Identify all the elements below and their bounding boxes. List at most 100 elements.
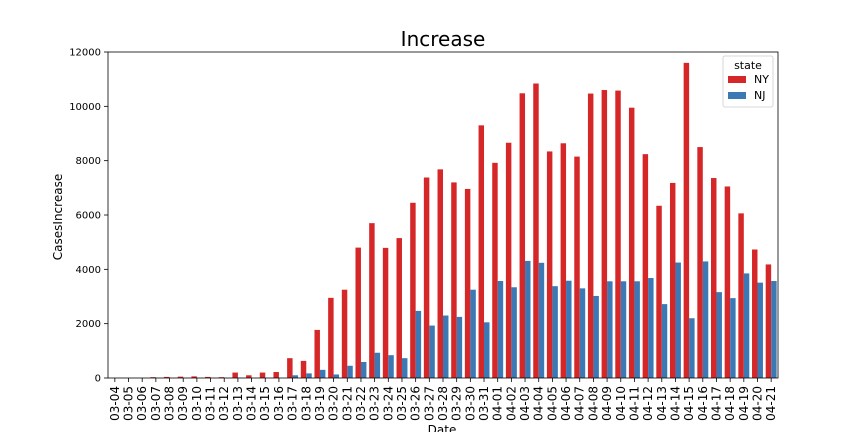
x-tick-label-03-15: 03-15 (258, 386, 272, 421)
bar-nj-04-05 (552, 286, 558, 378)
bar-nj-03-21 (347, 365, 353, 378)
x-tick-label-03-10: 03-10 (190, 386, 204, 421)
x-tick-label-03-18: 03-18 (299, 386, 313, 421)
bar-nj-03-17 (292, 375, 299, 378)
bar-nj-03-18 (306, 373, 312, 378)
bar-nj-04-09 (607, 281, 613, 378)
bar-nj-04-03 (525, 260, 531, 378)
bar-ny-03-10 (191, 376, 197, 378)
x-tick-label-03-09: 03-09 (176, 386, 190, 421)
bar-ny-03-07 (150, 377, 156, 378)
bar-ny-03-19 (314, 329, 320, 378)
bar-nj-04-16 (702, 261, 709, 378)
legend-title: state (734, 59, 762, 72)
bar-ny-04-05 (546, 151, 553, 378)
bar-nj-03-19 (319, 369, 326, 378)
x-tick-label-03-27: 03-27 (422, 386, 436, 421)
x-tick-label-03-29: 03-29 (450, 386, 464, 421)
bar-nj-03-20 (333, 374, 340, 378)
x-tick-label-03-17: 03-17 (286, 386, 300, 421)
bar-ny-04-14 (669, 182, 676, 378)
x-tick-label-04-04: 04-04 (532, 386, 546, 421)
bar-ny-03-14 (246, 375, 252, 378)
bar-ny-04-06 (560, 143, 567, 378)
bar-ny-04-13 (656, 205, 662, 378)
bar-nj-04-08 (593, 295, 599, 378)
x-tick-label-03-26: 03-26 (409, 386, 423, 421)
bar-nj-03-24 (388, 355, 394, 378)
bar-nj-04-14 (675, 262, 681, 378)
bar-ny-03-11 (205, 376, 211, 378)
x-tick-label-04-16: 04-16 (696, 386, 710, 421)
x-tick-label-03-05: 03-05 (122, 386, 136, 421)
x-tick-label-03-24: 03-24 (381, 386, 395, 421)
bar-ny-03-21 (341, 289, 348, 378)
x-tick-label-03-22: 03-22 (354, 386, 368, 421)
y-tick-label-6000: 6000 (76, 211, 101, 222)
x-tick-label-03-08: 03-08 (163, 386, 177, 421)
y-tick-label-0: 0 (95, 374, 101, 385)
x-tick-label-03-31: 03-31 (477, 386, 491, 421)
y-axis-label: CasesIncrease (51, 174, 65, 260)
bar-nj-04-21 (771, 281, 777, 378)
x-tick-label-04-01: 04-01 (491, 386, 505, 421)
bar-nj-03-25 (401, 358, 408, 378)
x-tick-label-04-20: 04-20 (750, 386, 764, 421)
bar-ny-04-09 (601, 90, 608, 378)
bar-ny-03-23 (369, 223, 375, 378)
bar-nj-04-04 (538, 262, 545, 378)
bar-nj-04-10 (620, 281, 627, 378)
y-tick-label-10000: 10000 (69, 102, 101, 113)
plot-area (107, 51, 779, 379)
bar-ny-04-19 (738, 213, 744, 378)
x-tick-label-04-15: 04-15 (682, 386, 696, 421)
x-tick-label-03-25: 03-25 (395, 386, 409, 421)
x-tick-label-03-07: 03-07 (149, 386, 163, 421)
bar-nj-04-19 (743, 273, 750, 378)
bar-ny-04-16 (697, 147, 703, 378)
x-tick-label-04-10: 04-10 (614, 386, 628, 421)
bar-ny-03-09 (177, 376, 184, 378)
bar-nj-04-12 (648, 278, 654, 378)
x-tick-label-04-17: 04-17 (709, 386, 723, 421)
bar-ny-03-12 (218, 377, 225, 378)
bar-nj-04-11 (634, 281, 640, 378)
bar-nj-03-30 (470, 289, 476, 378)
y-axis: 0 2000 4000 6000 8000 10000 12000 (69, 48, 108, 385)
bar-nj-04-07 (579, 288, 586, 378)
bar-nj-03-22 (360, 361, 367, 378)
x-tick-label-04-07: 04-07 (573, 386, 587, 421)
x-tick-label-03-06: 03-06 (135, 386, 149, 421)
bar-ny-03-20 (328, 297, 334, 378)
bar-ny-04-07 (574, 156, 580, 378)
bar-ny-03-31 (478, 125, 485, 378)
bar-ny-04-18 (724, 186, 731, 378)
bar-ny-03-17 (287, 358, 293, 378)
bar-ny-03-30 (464, 188, 471, 378)
y-tick-label-2000: 2000 (76, 319, 101, 330)
bar-nj-03-27 (429, 325, 435, 378)
x-tick-label-04-08: 04-08 (586, 386, 600, 421)
x-tick-label-03-23: 03-23 (368, 386, 382, 421)
bar-ny-03-27 (423, 177, 430, 378)
bar-nj-03-29 (456, 316, 463, 379)
x-axis-label: Date (428, 423, 457, 432)
bar-nj-03-23 (374, 352, 381, 378)
bar-nj-03-31 (484, 322, 490, 378)
bar-ny-03-18 (300, 360, 307, 378)
bar-ny-04-02 (505, 142, 512, 378)
bar-ny-03-24 (382, 247, 389, 378)
bar-ny-03-22 (355, 247, 361, 378)
bar-ny-03-25 (396, 238, 402, 378)
x-tick-label-04-13: 04-13 (655, 386, 669, 421)
bar-ny-04-15 (683, 62, 690, 379)
legend-label-nj: NJ (754, 89, 765, 102)
y-tick-label-4000: 4000 (76, 265, 101, 276)
bar-nj-04-15 (689, 318, 695, 378)
x-tick-label-03-19: 03-19 (313, 386, 327, 421)
bar-ny-04-20 (752, 249, 758, 378)
y-tick-label-8000: 8000 (76, 156, 101, 167)
bar-ny-04-03 (519, 93, 526, 378)
